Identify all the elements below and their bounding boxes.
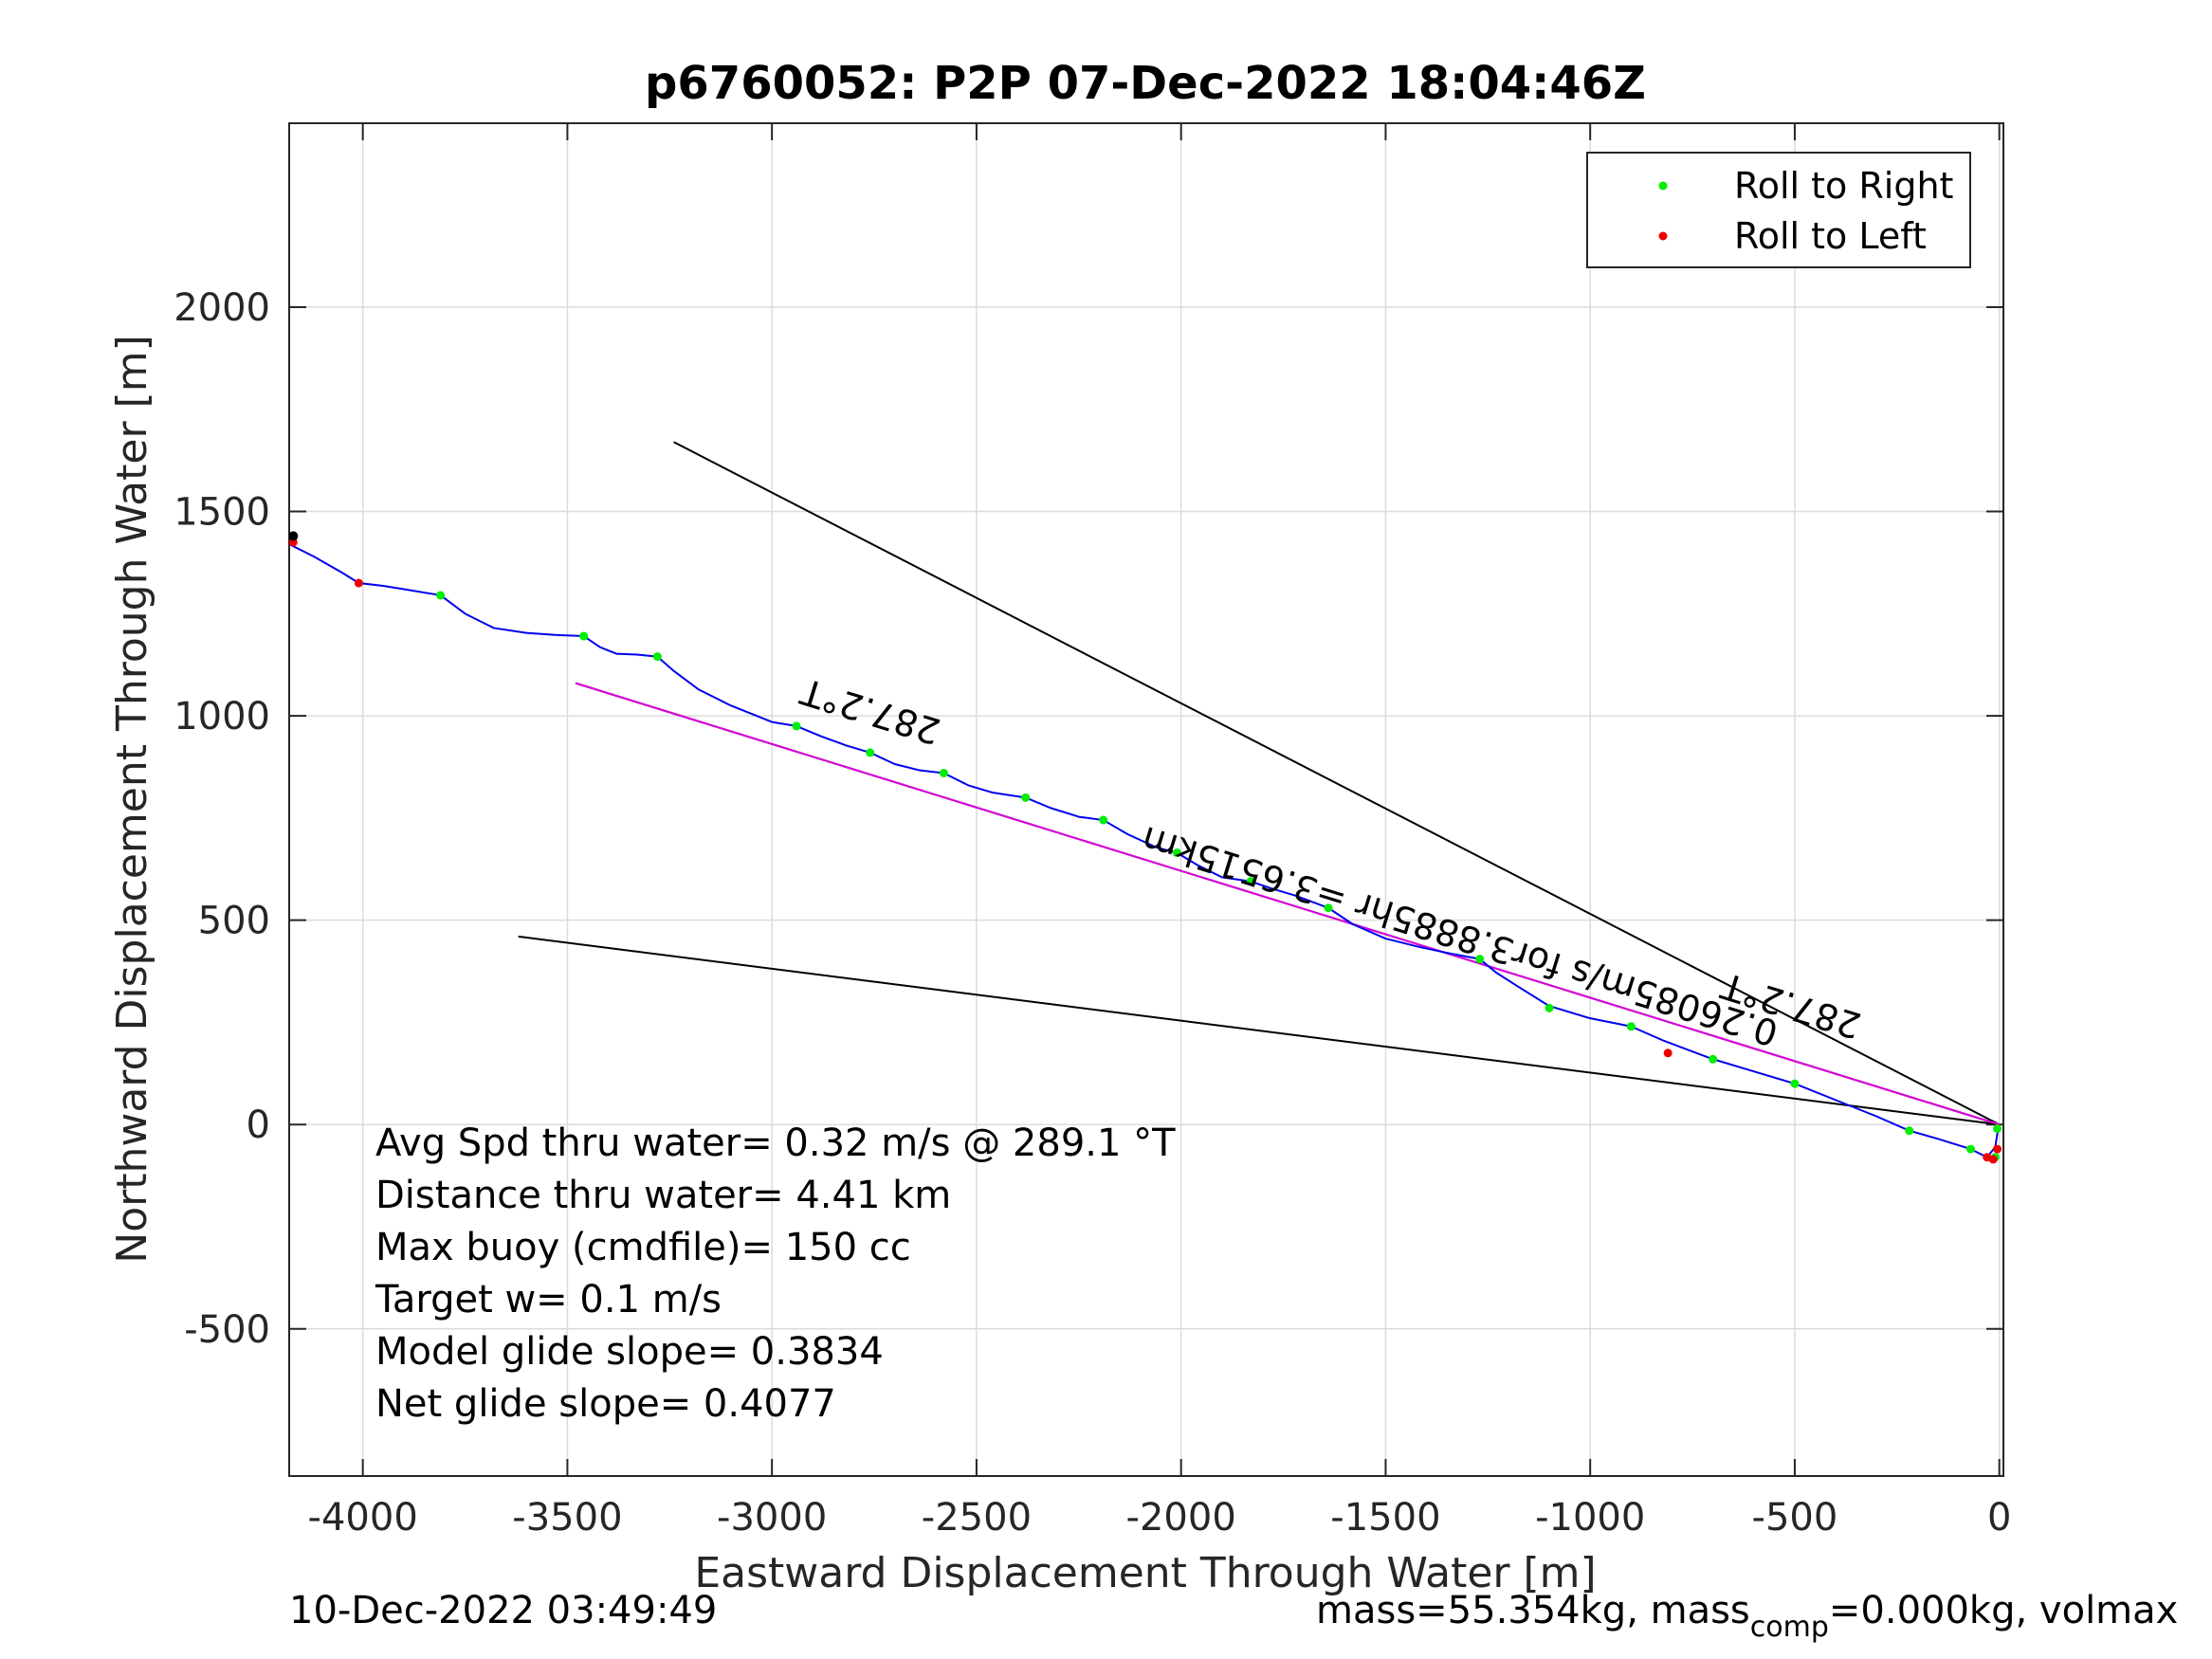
roll-left-point — [1993, 1144, 2002, 1154]
track-line — [289, 543, 2000, 1158]
y-tick-label: -500 — [184, 1308, 270, 1352]
roll-right-point — [792, 721, 801, 731]
roll-right-point — [1790, 1079, 1800, 1088]
roll-right-point — [1545, 1003, 1554, 1012]
heading-annotation: 287.2°T — [795, 670, 945, 753]
heading-line — [673, 441, 2001, 1126]
x-tick-label: -500 — [1752, 1496, 1838, 1540]
heading-annotation: 0.26085m/s for3.8885hr =3.6515km — [1137, 818, 1782, 1054]
legend: Roll to Right Roll to Left — [1586, 152, 1971, 268]
footer-mass-part2: =0.000kg, volmax — [1829, 1589, 2178, 1632]
legend-box — [1586, 152, 1971, 268]
footer-timestamp: 10-Dec-2022 03:49:49 — [289, 1589, 717, 1632]
footer-mass-info: mass=55.354kg, masscomp=0.000kg, volmax — [1316, 1589, 2178, 1644]
roll-left-point — [1988, 1155, 1998, 1164]
roll-right-point — [1965, 1144, 1975, 1154]
roll-right-point — [1172, 848, 1181, 858]
roll-right-point — [1709, 1054, 1718, 1064]
y-axis-label: Northward Displacement Through Water [m] — [108, 335, 156, 1263]
legend-marker-roll-left — [1658, 231, 1668, 241]
x-tick-label: -2500 — [922, 1496, 1032, 1540]
footer-mass-part1: mass=55.354kg, mass — [1316, 1589, 1750, 1632]
axes: -4000 -3500 -3000 -2500 -2000 -1500 -1000 -500 0… — [174, 122, 2011, 1540]
roll-right-point — [579, 631, 589, 641]
stats-line: Avg Spd thru water= 0.32 m/s @ 289.1 °T — [375, 1121, 1176, 1165]
start-point — [289, 531, 299, 541]
chart-title: p6760052: P2P 07-Dec-2022 18:04:46Z — [645, 57, 1646, 110]
roll-right-point — [1021, 793, 1031, 802]
roll-right-point — [1099, 815, 1108, 825]
roll-left-point — [354, 578, 363, 588]
roll-right-point — [1626, 1022, 1636, 1031]
legend-label: Roll to Right — [1734, 165, 1953, 207]
plot-area — [289, 441, 2002, 1164]
x-tick-label: -3000 — [717, 1496, 827, 1540]
y-tick-label: 0 — [247, 1103, 270, 1147]
roll-right-point — [1324, 903, 1333, 913]
stats-block: Avg Spd thru water= 0.32 m/s @ 289.1 °T D… — [375, 1121, 1176, 1426]
stats-line: Distance thru water= 4.41 km — [375, 1174, 951, 1217]
roll-right-point — [939, 768, 948, 777]
y-tick-label: 1500 — [174, 491, 270, 535]
x-tick-label: -2000 — [1126, 1496, 1236, 1540]
roll-right-point — [436, 591, 446, 600]
x-tick-label: 0 — [1987, 1496, 2011, 1540]
footer-mass-subscript: comp — [1750, 1611, 1829, 1644]
x-axis-label: Eastward Displacement Through Water [m] — [694, 1549, 1596, 1597]
roll-markers — [289, 531, 2002, 1164]
legend-label: Roll to Left — [1734, 215, 1927, 257]
heading-line — [518, 935, 2000, 1126]
roll-right-point — [866, 748, 875, 757]
legend-marker-roll-right — [1658, 181, 1668, 191]
roll-right-point — [1246, 877, 1255, 886]
stats-line: Model glide slope= 0.3834 — [375, 1330, 884, 1374]
reference-lines — [518, 441, 2001, 1126]
roll-right-point — [652, 652, 662, 662]
roll-right-point — [1475, 955, 1485, 964]
roll-right-point — [1993, 1124, 2002, 1134]
x-tick-label: -1000 — [1535, 1496, 1645, 1540]
x-tick-label: -4000 — [308, 1496, 418, 1540]
grid — [289, 123, 2003, 1476]
y-tick-label: 1000 — [174, 695, 270, 738]
x-tick-label: -1500 — [1330, 1496, 1440, 1540]
roll-left-point — [1663, 1048, 1673, 1058]
roll-right-point — [1905, 1126, 1914, 1136]
y-tick-label: 2000 — [174, 286, 270, 330]
x-tick-label: -3500 — [512, 1496, 622, 1540]
glider-track — [289, 543, 2000, 1158]
plot-frame — [288, 122, 2004, 1477]
stats-line: Max buoy (cmdfile)= 150 cc — [375, 1226, 911, 1269]
y-tick-label: 500 — [198, 900, 270, 943]
stats-line: Target w= 0.1 m/s — [375, 1278, 722, 1322]
stats-line: Net glide slope= 0.4077 — [375, 1382, 836, 1426]
heading-line — [575, 682, 2000, 1126]
